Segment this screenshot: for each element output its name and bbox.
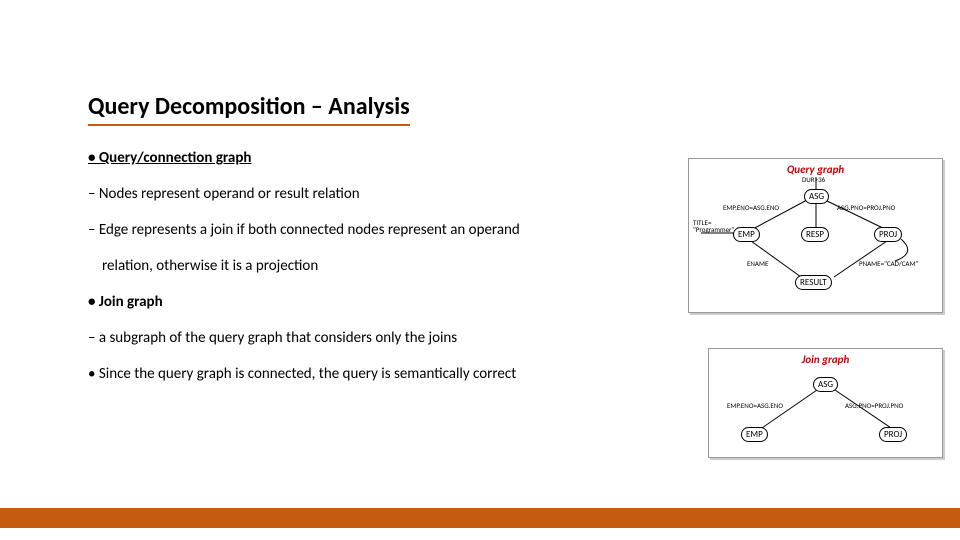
bullet-1: • Query/connection graph: [88, 146, 688, 170]
slide: Query Decomposition – Analysis • Query/c…: [0, 0, 960, 540]
node2-emp: EMP: [741, 427, 768, 442]
label-ename: ENAME: [747, 259, 768, 268]
bullet-4: • Join graph: [88, 290, 688, 314]
bullet-3b: relation, otherwise it is a projection: [88, 254, 688, 278]
label-empeno: EMP.ENO=ASG.ENO: [723, 203, 779, 212]
join-graph-diagram: Join graph ASG EMP.ENO=ASG.ENO ASG.PNO=P…: [708, 348, 943, 458]
bullet-3a: – Edge represents a join if both connect…: [88, 218, 688, 242]
node-emp: EMP: [733, 227, 760, 242]
node-resp: RESP: [801, 227, 829, 242]
footer-accent-bar: [0, 508, 960, 528]
body-text: • Query/connection graph – Nodes represe…: [88, 146, 688, 398]
label-title: TITLE="Programmer": [693, 219, 733, 233]
label-pname: PNAME="CAD/CAM": [859, 259, 918, 268]
bullet-6: • Since the query graph is connected, th…: [88, 362, 688, 386]
node2-asg: ASG: [813, 377, 838, 392]
bullet-5: – a subgraph of the query graph that con…: [88, 326, 688, 350]
label-asgpno: ASG.PNO=PROJ.PNO: [837, 203, 895, 212]
node-result: RESULT: [795, 275, 832, 290]
node-asg: ASG: [804, 189, 829, 204]
slide-title: Query Decomposition – Analysis: [88, 92, 410, 126]
node2-proj: PROJ: [879, 427, 907, 442]
join-graph-title: Join graph: [709, 353, 942, 366]
node-proj: PROJ: [874, 227, 902, 242]
bullet-2: – Nodes represent operand or result rela…: [88, 182, 688, 206]
label2-empeno: EMP.ENO=ASG.ENO: [727, 401, 783, 410]
query-graph-diagram: Query graph DUR>36 ASG EMP.ENO=ASG.ENO A…: [688, 158, 943, 313]
label-dur: DUR>36: [802, 175, 825, 184]
label2-asgpno: ASG.PNO=PROJ.PNO: [845, 401, 903, 410]
